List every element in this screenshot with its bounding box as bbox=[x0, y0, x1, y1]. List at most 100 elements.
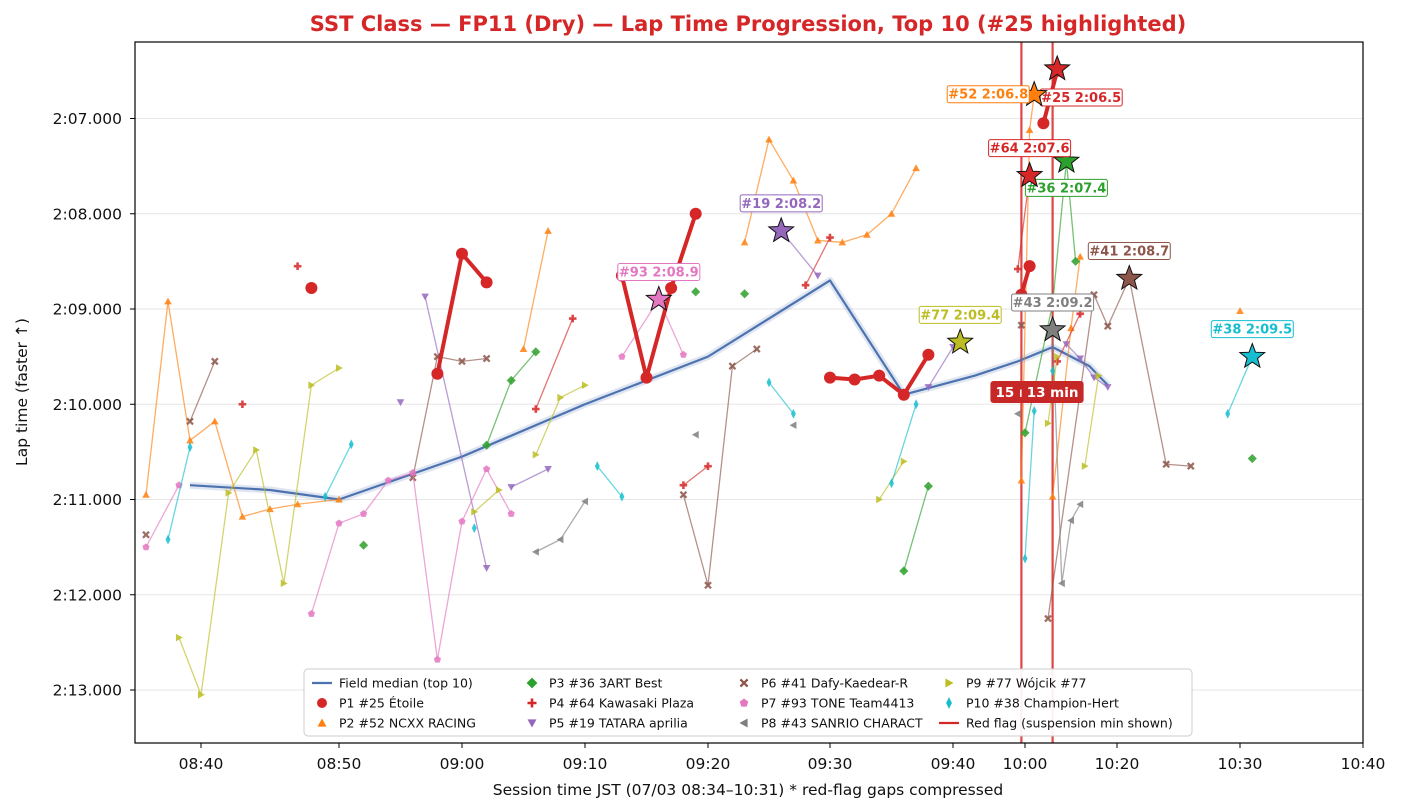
data-point bbox=[1076, 355, 1084, 363]
data-point bbox=[826, 233, 834, 242]
data-point bbox=[1162, 460, 1171, 469]
legend-label: P9 #77 Wójcik #77 bbox=[966, 676, 1087, 691]
data-point bbox=[924, 384, 933, 391]
x-tick-label: 10:30 bbox=[1218, 755, 1263, 773]
data-point bbox=[293, 262, 302, 270]
data-point bbox=[1067, 516, 1075, 525]
series-line bbox=[535, 318, 574, 410]
series-line bbox=[1024, 410, 1035, 559]
data-point bbox=[335, 364, 343, 372]
x-tick-label: 09:00 bbox=[440, 755, 485, 773]
best-lap-star bbox=[1052, 146, 1081, 174]
x-axis-label: Session time JST (07/03 08:34–10:31) * r… bbox=[493, 781, 1003, 799]
data-point bbox=[175, 633, 183, 642]
data-point bbox=[824, 371, 836, 384]
legend-swatch bbox=[945, 678, 954, 688]
series-car-41 bbox=[142, 274, 1195, 623]
best-lap-label-box bbox=[1011, 293, 1095, 312]
red-flag-label: 13 min bbox=[1027, 385, 1079, 401]
data-point bbox=[876, 495, 883, 504]
data-point bbox=[186, 417, 194, 426]
data-point bbox=[1062, 341, 1071, 349]
data-point bbox=[704, 462, 712, 470]
data-point bbox=[814, 272, 822, 280]
data-point bbox=[322, 491, 328, 502]
data-point bbox=[165, 534, 171, 545]
data-point bbox=[458, 517, 466, 525]
data-point bbox=[1048, 492, 1057, 500]
data-point bbox=[740, 238, 749, 246]
data-point bbox=[471, 523, 477, 534]
y-tick-label: 2:11.000 bbox=[53, 491, 122, 509]
data-point bbox=[1186, 462, 1195, 471]
series-line bbox=[683, 465, 709, 486]
data-point bbox=[789, 421, 797, 430]
legend-swatch bbox=[739, 698, 749, 707]
data-point bbox=[899, 566, 909, 576]
legend-item: P3 #36 3ART Best bbox=[526, 676, 662, 691]
best-lap-star bbox=[1115, 264, 1144, 291]
best-lap-label: #19 2:08.2 bbox=[741, 197, 821, 212]
data-point bbox=[1236, 307, 1244, 314]
y-tick-label: 2:09.000 bbox=[53, 301, 122, 319]
data-point bbox=[679, 490, 688, 499]
best-lap-markers: #25 2:06.5 #52 2:06.8 #36 2:07.4 #64 2:07.6… bbox=[617, 54, 1294, 369]
legend-item: P9 #77 Wójcik #77 bbox=[945, 676, 1087, 691]
data-point bbox=[433, 655, 442, 663]
data-point bbox=[689, 207, 702, 220]
legend-item: P1 #25 Étoile bbox=[317, 696, 424, 711]
best-lap-star bbox=[1238, 342, 1267, 369]
data-point bbox=[1037, 117, 1050, 130]
data-point bbox=[532, 450, 540, 459]
x-tick-label: 09:30 bbox=[808, 755, 853, 773]
legend-swatch bbox=[527, 698, 537, 708]
data-point bbox=[384, 476, 392, 484]
series-line bbox=[473, 489, 500, 513]
data-point bbox=[922, 348, 935, 361]
best-lap-star bbox=[946, 327, 974, 355]
data-point bbox=[544, 227, 552, 234]
y-tick-label: 2:08.000 bbox=[53, 205, 122, 223]
data-point bbox=[396, 399, 405, 407]
data-point bbox=[691, 287, 701, 297]
data-point bbox=[1031, 405, 1037, 416]
data-point bbox=[665, 282, 678, 295]
data-point bbox=[801, 281, 810, 289]
data-point bbox=[186, 436, 194, 444]
best-lap-star bbox=[1015, 161, 1044, 188]
series-line bbox=[619, 213, 698, 380]
legend-label: P3 #36 3ART Best bbox=[549, 676, 662, 691]
data-point bbox=[238, 512, 247, 520]
data-point bbox=[913, 399, 919, 410]
data-point bbox=[679, 481, 688, 490]
best-lap-star bbox=[645, 285, 673, 312]
legend-label: P8 #43 SANRIO CHARACT bbox=[761, 716, 923, 731]
y-axis-ticks: 2:07.000 2:08.000 2:09.000 2:10.000 2:11.000… bbox=[53, 110, 135, 700]
series-car-77 bbox=[175, 338, 1103, 699]
data-point bbox=[1081, 462, 1089, 470]
series-line bbox=[167, 446, 191, 540]
data-point bbox=[1017, 476, 1026, 484]
best-lap-label-box bbox=[946, 85, 1030, 104]
best-lap-label: #77 2:09.4 bbox=[920, 308, 1000, 323]
best-lap-star bbox=[1043, 54, 1071, 81]
best-lap-label: #41 2:08.7 bbox=[1089, 245, 1169, 260]
series-line bbox=[1227, 356, 1253, 415]
data-point bbox=[480, 276, 493, 289]
data-point bbox=[1017, 321, 1026, 330]
data-point bbox=[766, 377, 772, 388]
series-line bbox=[145, 300, 340, 518]
x-tick-label: 08:50 bbox=[317, 755, 362, 773]
legend-swatch bbox=[317, 718, 327, 727]
x-axis-ticks: 08:40 08:50 09:00 09:10 09:20 09:30 09:40 10:00… bbox=[179, 743, 1385, 773]
data-point bbox=[253, 446, 260, 454]
series-car-38 bbox=[165, 351, 1255, 564]
best-lap-label: #43 2:09.2 bbox=[1013, 296, 1093, 311]
best-lap-label-box bbox=[918, 305, 1002, 324]
legend-swatch bbox=[526, 677, 538, 689]
data-point bbox=[544, 465, 552, 473]
y-tick-label: 2:13.000 bbox=[53, 682, 122, 700]
data-point bbox=[887, 209, 896, 217]
data-point bbox=[482, 465, 491, 473]
